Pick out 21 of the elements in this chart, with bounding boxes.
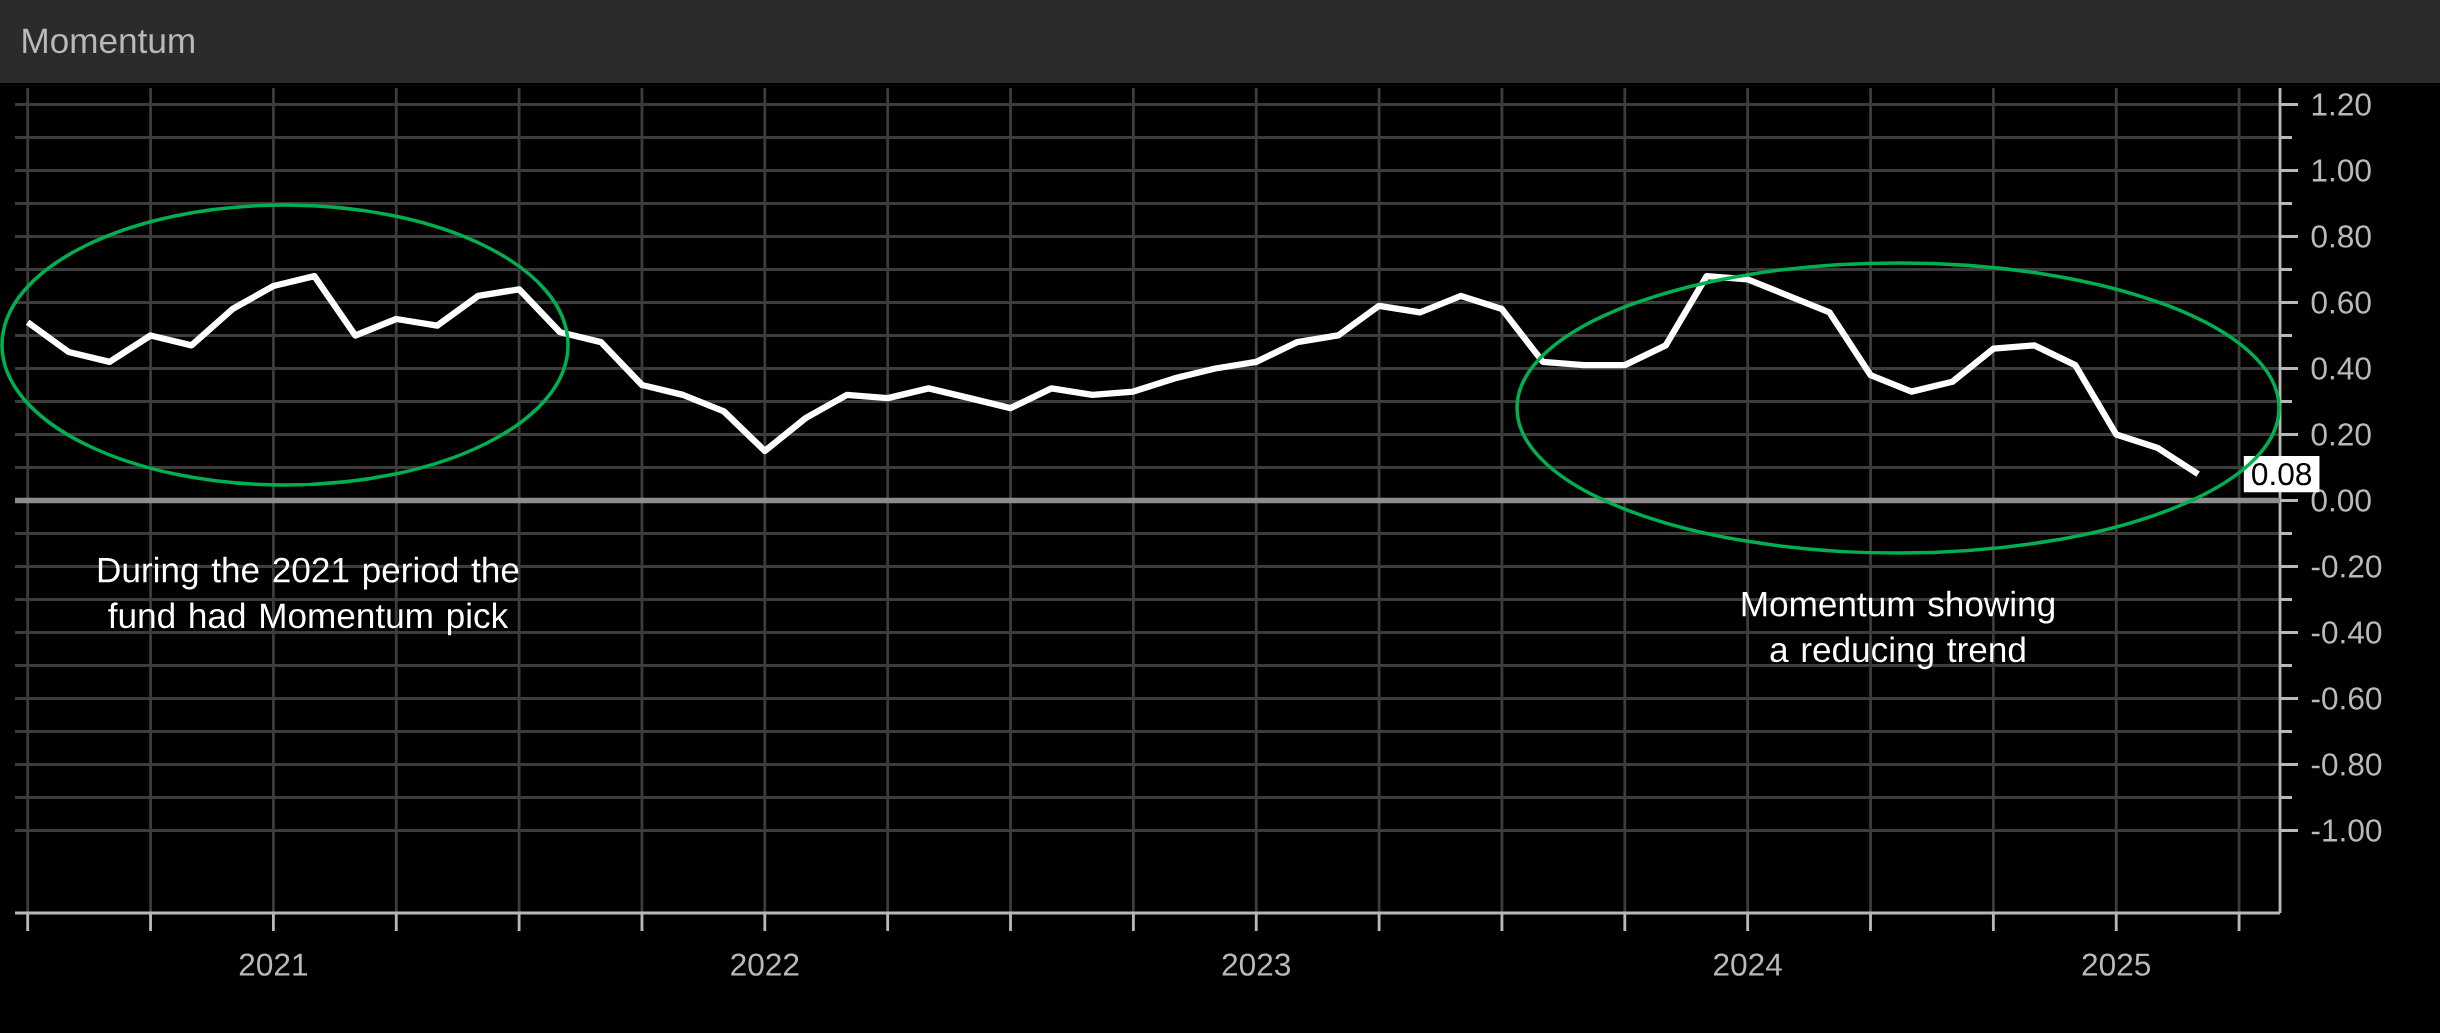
x-tick-label: 2021: [239, 953, 308, 976]
annotation: Momentum showing a reducing trend: [1742, 590, 2054, 670]
chart-title: Momentum: [23, 28, 194, 54]
annotation: During the 2021 period the fund had Momentum pick: [98, 556, 519, 636]
y-tick-label: -0.20: [2311, 555, 2382, 578]
x-tick-label: 2025: [2082, 953, 2151, 976]
y-tick-label: 1.00: [2312, 159, 2371, 182]
y-tick-label: -0.40: [2311, 621, 2382, 644]
y-tick-label: 0.60: [2311, 291, 2371, 314]
y-tick-label: 0.80: [2311, 225, 2371, 248]
annotation: 0.08: [2252, 462, 2312, 486]
y-tick-label: 0.00: [2311, 489, 2371, 512]
y-tick-label: 1.20: [2312, 93, 2371, 116]
y-tick-label: -1.00: [2311, 819, 2382, 842]
y-tick-label: 0.20: [2311, 423, 2371, 446]
y-tick-label: -0.60: [2311, 687, 2382, 710]
y-tick-label: -0.80: [2311, 753, 2382, 776]
x-tick-label: 2024: [1714, 953, 1782, 976]
x-tick-label: 2023: [1222, 953, 1291, 976]
x-tick-label: 2022: [731, 953, 799, 976]
y-tick-label: 0.40: [2311, 357, 2371, 380]
